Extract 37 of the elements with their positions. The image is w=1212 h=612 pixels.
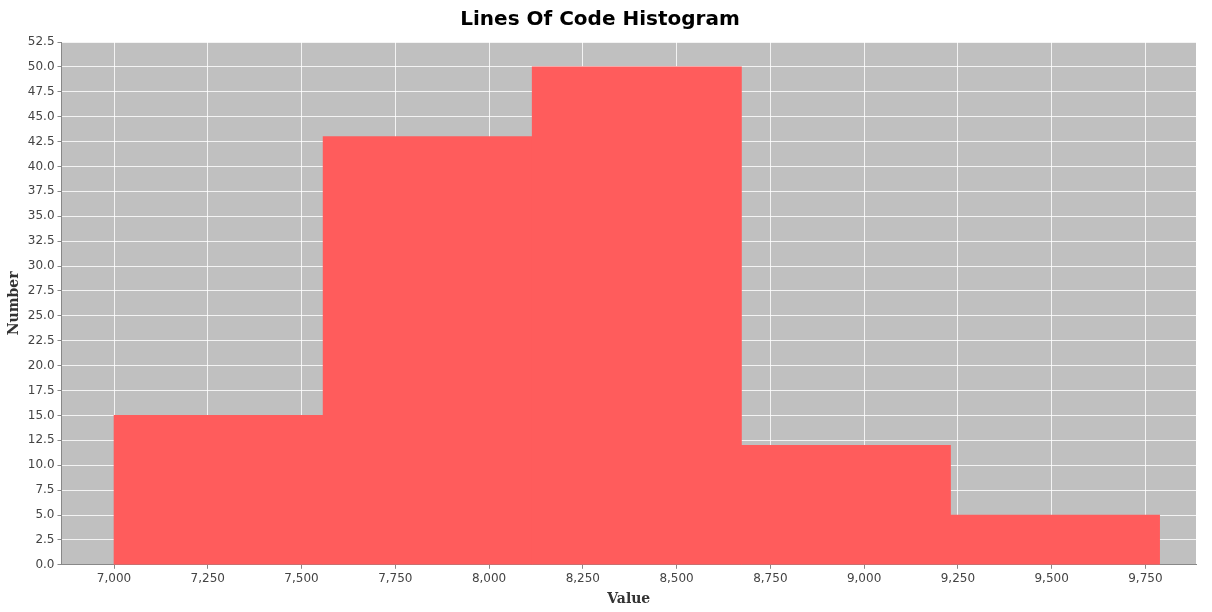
y-tick-label: 10.0: [27, 457, 55, 472]
y-tick-label: 37.5: [27, 183, 55, 198]
x-tick-label: 9,000: [846, 571, 882, 586]
y-tick-label: 2.5: [35, 532, 55, 547]
y-tick-label: 40.0: [27, 158, 55, 173]
y-tick-label: 7.5: [35, 482, 55, 497]
y-tick-label: 15.0: [27, 407, 55, 422]
y-tick-label: 32.5: [27, 233, 55, 248]
x-axis-title: Value: [606, 590, 651, 607]
x-tick-label: 9,250: [940, 571, 976, 586]
x-tick-label: 7,500: [284, 571, 319, 586]
y-tick-label: 20.0: [27, 357, 55, 372]
y-tick-label: 45.0: [27, 108, 55, 123]
chart-title: Lines Of Code Histogram: [460, 6, 740, 31]
y-tick-label: 35.0: [27, 208, 55, 223]
y-tick-label: 25.0: [27, 307, 55, 322]
y-tick-label: 12.5: [27, 432, 55, 447]
y-tick-label: 42.5: [27, 133, 55, 148]
y-tick-label: 47.5: [27, 83, 55, 98]
x-tick-label: 8,000: [471, 571, 507, 586]
x-tick-label: 7,000: [96, 571, 132, 586]
x-tick-label: 7,750: [378, 571, 413, 586]
x-tick-label: 8,750: [753, 571, 788, 586]
x-tick-label: 8,500: [659, 571, 694, 586]
y-tick-label: 52.5: [27, 34, 55, 49]
y-tick-label: 0.0: [35, 556, 55, 571]
x-tick-label: 7,250: [190, 571, 225, 586]
y-tick-label: 22.5: [27, 332, 55, 347]
y-tick-label: 27.5: [27, 283, 55, 298]
y-tick-label: 17.5: [27, 382, 55, 397]
y-tick-label: 50.0: [27, 59, 55, 74]
x-tick-label: 8,250: [565, 571, 600, 586]
y-axis-title: Number: [5, 270, 22, 336]
y-tick-label: 5.0: [35, 507, 55, 522]
x-tick-label: 9,500: [1034, 571, 1069, 586]
y-tick-label: 30.0: [27, 258, 55, 273]
x-tick-label: 9,750: [1128, 571, 1163, 586]
